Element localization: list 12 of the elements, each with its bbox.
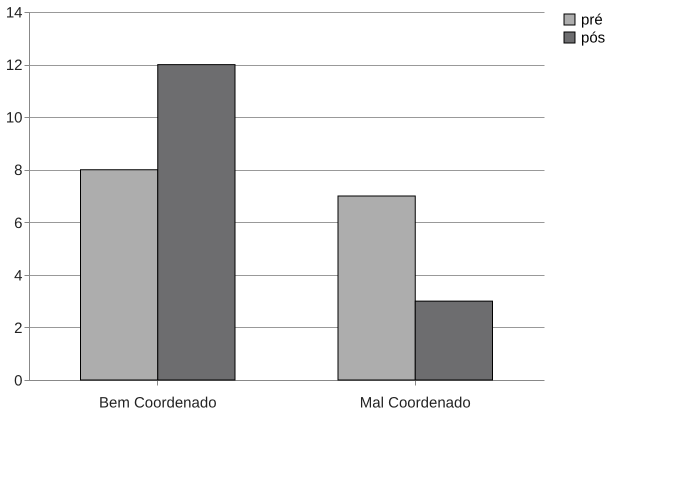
y-tick-label: 12 [6,57,22,74]
y-tick-label: 10 [6,110,22,127]
x-tick-label: Bem Coordenado [98,394,217,412]
y-tick-label: 6 [14,214,22,232]
x-tick-label: Mal Coordenado [360,394,471,412]
legend-label: pós [581,30,606,46]
y-tick-label: 14 [6,4,22,22]
legend-label: pré [581,12,603,28]
y-tick-label: 4 [14,267,22,284]
y-tick-label: 8 [14,162,22,180]
y-tick-label: 2 [14,320,22,337]
y-tick-label: 0 [14,372,22,390]
